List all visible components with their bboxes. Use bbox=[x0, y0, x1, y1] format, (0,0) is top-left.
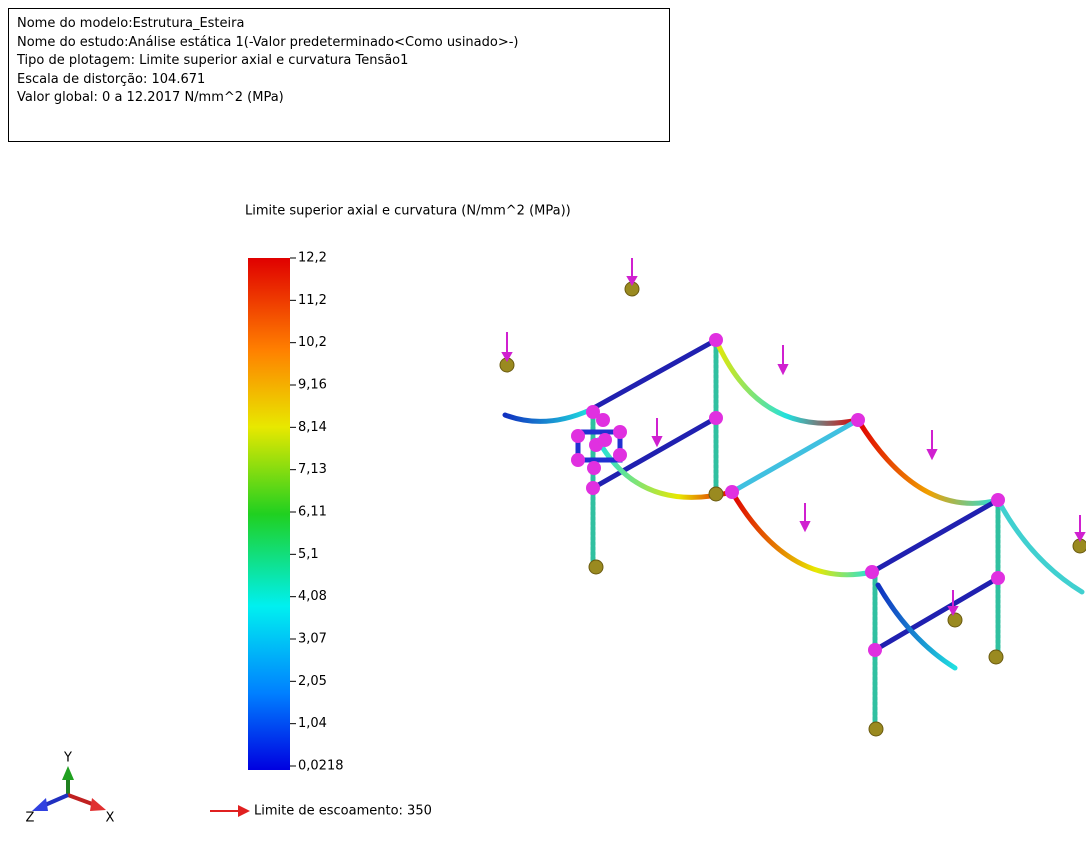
legend-tick-label: 10,2 bbox=[298, 335, 327, 350]
legend-tick-label: 0,0218 bbox=[298, 759, 344, 774]
legend-tick-label: 6,11 bbox=[298, 505, 327, 520]
legend-tick-label: 7,13 bbox=[298, 462, 327, 477]
legend-tick-label: 8,14 bbox=[298, 420, 327, 435]
legend-tick-label: 4,08 bbox=[298, 589, 327, 604]
legend-tick-label: 5,1 bbox=[298, 547, 319, 562]
page-body: Nome do modelo:Estrutura_EsteiraNome do … bbox=[0, 0, 1086, 847]
legend-tick-label: 11,2 bbox=[298, 293, 327, 308]
legend-tick-label: 1,04 bbox=[298, 716, 327, 731]
structure bbox=[500, 258, 1086, 736]
page: Estrutura_Esteira {"info_box": {"lines":… bbox=[0, 0, 1086, 847]
legend-ticks: 12,2 11,2 10,2 9,16 8,14 7,13 6,11 5,1 4,08 3,07 2… bbox=[290, 251, 344, 774]
yield-arrowhead bbox=[238, 805, 250, 817]
legend-tick-label: 9,16 bbox=[298, 378, 327, 393]
legend-tick-label: 12,2 bbox=[298, 251, 327, 266]
axis-z: Z bbox=[26, 811, 35, 826]
triad: Y Z X bbox=[26, 751, 115, 826]
legend-title: Limite superior axial e curvatura (N/mm^… bbox=[245, 204, 571, 219]
yield-limit: Limite de escoamento: 350 bbox=[254, 804, 432, 819]
color-bar bbox=[248, 258, 290, 770]
legend-tick-label: 3,07 bbox=[298, 632, 327, 647]
axis-x: X bbox=[106, 811, 115, 826]
axis-y: Y bbox=[63, 751, 72, 766]
viewport: Limite superior axial e curvatura (N/mm^… bbox=[0, 0, 1086, 847]
legend-tick-label: 2,05 bbox=[298, 674, 327, 689]
